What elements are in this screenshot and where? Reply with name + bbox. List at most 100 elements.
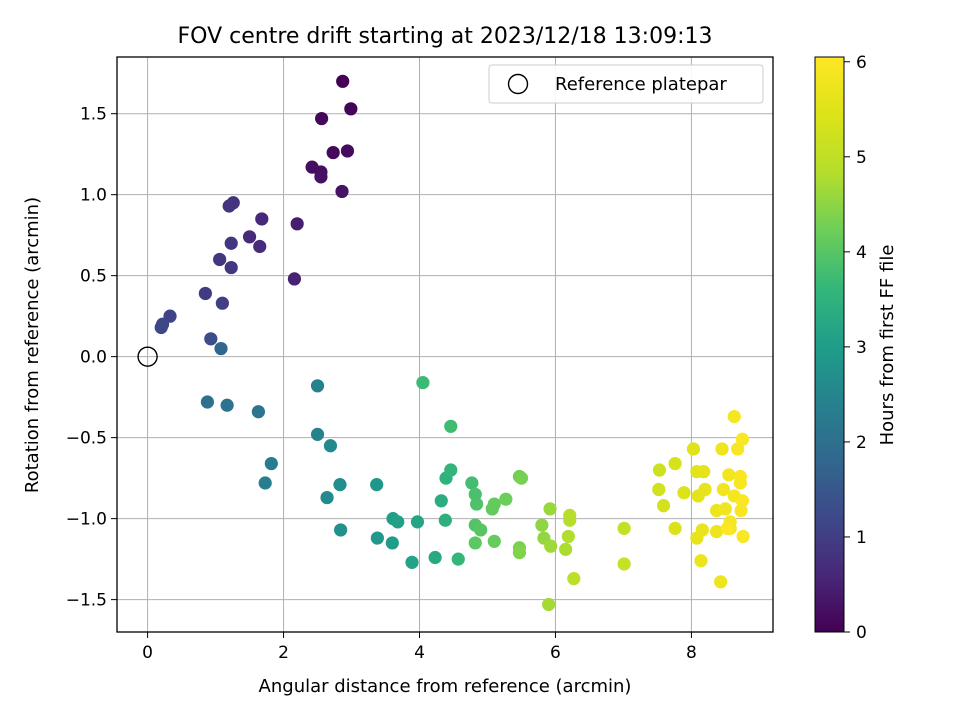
data-point — [468, 536, 482, 550]
reference-marker — [137, 346, 158, 367]
data-point — [559, 542, 573, 556]
data-point — [542, 597, 556, 612]
data-point — [320, 490, 334, 505]
data-point — [686, 442, 701, 456]
x-tick-label: 0 — [142, 643, 153, 663]
data-point — [487, 497, 501, 511]
data-point — [470, 497, 484, 511]
data-point — [215, 296, 229, 310]
data-point — [567, 571, 581, 586]
data-point — [315, 111, 329, 126]
data-point — [714, 575, 728, 589]
data-point — [220, 398, 234, 412]
data-point — [697, 465, 711, 479]
data-point — [416, 375, 430, 390]
y-tick-label: 0.5 — [80, 267, 107, 287]
y-tick-label: −1.5 — [66, 591, 107, 611]
data-point — [668, 456, 682, 471]
data-point — [468, 487, 482, 501]
data-point — [251, 405, 265, 419]
data-point — [434, 494, 448, 508]
data-point — [465, 476, 479, 490]
data-point — [344, 102, 358, 116]
y-tick-label: −1.0 — [66, 510, 107, 530]
data-point — [264, 456, 278, 471]
data-point — [405, 555, 419, 569]
data-point — [544, 539, 558, 553]
legend-reference-marker — [507, 73, 529, 95]
x-tick-label: 6 — [550, 643, 561, 663]
data-point — [656, 499, 671, 513]
grid-lines — [117, 57, 773, 632]
data-point — [370, 531, 384, 545]
data-point — [287, 272, 302, 286]
data-point — [334, 523, 348, 537]
data-point — [698, 482, 712, 497]
data-point — [290, 217, 304, 231]
data-point — [617, 557, 631, 571]
data-point — [258, 476, 272, 490]
data-point — [336, 74, 350, 88]
x-tick-label: 2 — [278, 643, 289, 663]
data-point — [335, 184, 349, 199]
data-point — [310, 379, 325, 393]
data-point — [255, 212, 269, 226]
legend-reference-label: Reference platepar — [555, 74, 727, 95]
data-point — [451, 552, 465, 566]
axis-ticks: 0 2 4 6 8 −1.5 −1.0 −0.5 0.0 0.5 1.0 1.5 — [66, 105, 697, 663]
data-point — [668, 521, 682, 535]
data-point — [563, 513, 577, 527]
data-point — [410, 515, 425, 529]
data-point — [224, 236, 238, 250]
data-point — [543, 502, 557, 516]
data-point — [154, 320, 168, 335]
data-point — [213, 252, 227, 267]
legend: Reference platepar — [488, 64, 764, 104]
data-point — [253, 239, 267, 254]
colorbar-label: Hours from first FF file — [877, 245, 898, 446]
data-point — [333, 478, 347, 492]
data-point — [314, 170, 328, 184]
data-point — [694, 554, 708, 568]
data-point — [535, 518, 549, 532]
x-axis-label: Angular distance from reference (arcmin) — [259, 676, 632, 697]
data-point — [735, 432, 750, 446]
data-point — [438, 513, 452, 527]
data-point — [733, 476, 747, 490]
data-point — [370, 478, 384, 492]
colorbar-tick-label: 5 — [856, 148, 867, 168]
data-point — [391, 515, 405, 529]
data-point — [695, 523, 709, 537]
data-points — [154, 74, 750, 612]
data-point — [514, 471, 529, 485]
y-tick-label: 1.5 — [80, 105, 107, 125]
data-point — [326, 145, 340, 160]
colorbar — [814, 56, 845, 633]
data-point — [310, 427, 325, 441]
data-point — [499, 492, 513, 506]
colorbar-tick-label: 1 — [856, 528, 867, 548]
data-point — [735, 494, 750, 508]
legend-box — [488, 64, 764, 104]
chart-title: FOV centre drift starting at 2023/12/18 … — [178, 24, 713, 49]
data-point — [709, 524, 724, 539]
data-point — [444, 463, 458, 477]
data-point — [715, 442, 729, 456]
data-point — [716, 482, 730, 497]
data-point — [214, 341, 228, 356]
x-tick-label: 8 — [686, 643, 697, 663]
colorbar-tick-label: 2 — [856, 433, 867, 453]
colorbar-tick-label: 3 — [856, 338, 867, 358]
data-point — [561, 529, 575, 544]
data-point — [323, 439, 338, 453]
data-point — [198, 286, 212, 301]
data-point — [512, 546, 527, 560]
data-point — [242, 230, 257, 244]
data-point — [428, 550, 442, 565]
y-tick-label: 1.0 — [80, 186, 107, 206]
y-tick-label: 0.0 — [80, 348, 107, 368]
colorbar-tick-label: 4 — [856, 243, 867, 263]
data-point — [652, 482, 666, 497]
data-point — [200, 395, 215, 409]
